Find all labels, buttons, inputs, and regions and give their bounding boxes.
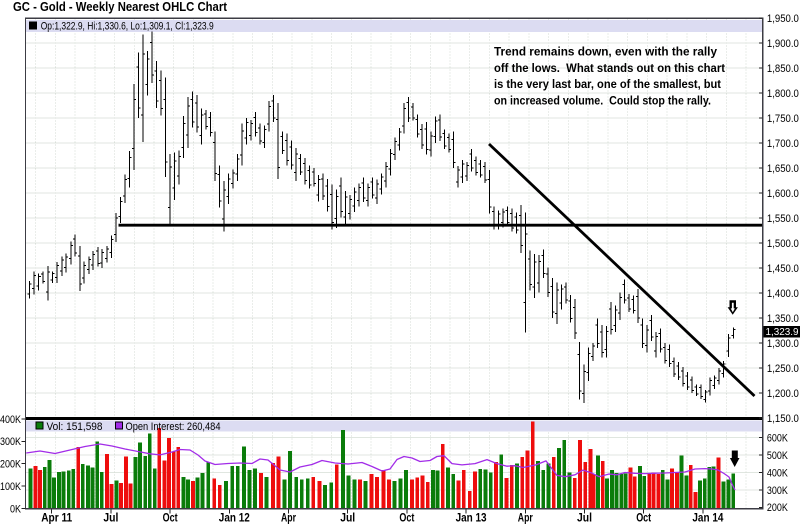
svg-text:Jan 13: Jan 13 xyxy=(456,511,487,525)
svg-text:Apr: Apr xyxy=(518,511,533,525)
svg-text:300K: 300K xyxy=(0,436,22,448)
svg-text:Open Interest: 260,484: Open Interest: 260,484 xyxy=(126,421,221,433)
svg-text:200K: 200K xyxy=(767,502,789,514)
svg-text:1,150.0: 1,150.0 xyxy=(767,413,799,425)
svg-text:Jan 12: Jan 12 xyxy=(219,511,250,525)
svg-text:1,700.0: 1,700.0 xyxy=(767,138,799,150)
svg-text:0K: 0K xyxy=(10,503,22,515)
svg-text:1,350.0: 1,350.0 xyxy=(767,313,799,325)
svg-text:Jan 14: Jan 14 xyxy=(692,511,723,525)
svg-text:1,750.0: 1,750.0 xyxy=(767,113,799,125)
svg-text:1,450.0: 1,450.0 xyxy=(767,263,799,275)
svg-text:on increased volume. Could st: on increased volume. Could stop the rall… xyxy=(494,95,711,107)
svg-text:Jul: Jul xyxy=(103,511,118,525)
svg-text:1,323.9: 1,323.9 xyxy=(766,326,799,338)
svg-text:1,900.0: 1,900.0 xyxy=(767,38,799,50)
svg-text:400K: 400K xyxy=(0,414,22,426)
svg-text:Oct: Oct xyxy=(399,511,414,525)
svg-text:Jul: Jul xyxy=(577,511,592,525)
svg-text:100K: 100K xyxy=(0,481,22,493)
svg-text:Vol: 151,598: Vol: 151,598 xyxy=(47,421,103,433)
svg-text:Oct: Oct xyxy=(163,511,178,525)
svg-text:400K: 400K xyxy=(767,467,789,479)
svg-text:1,550.0: 1,550.0 xyxy=(767,213,799,225)
svg-text:1,950.0: 1,950.0 xyxy=(767,13,799,25)
svg-text:is the very last bar, one of t: is the very last bar, one of the smalles… xyxy=(494,79,721,91)
svg-text:500K: 500K xyxy=(767,450,789,462)
svg-text:1,200.0: 1,200.0 xyxy=(767,388,799,400)
svg-text:GC - Gold - Weekly Nearest OHL: GC - Gold - Weekly Nearest OHLC Chart xyxy=(13,0,228,14)
svg-text:1,500.0: 1,500.0 xyxy=(767,238,799,250)
svg-text:1,850.0: 1,850.0 xyxy=(767,63,799,75)
svg-text:1,300.0: 1,300.0 xyxy=(767,338,799,350)
svg-text:1,250.0: 1,250.0 xyxy=(767,363,799,375)
svg-text:600K: 600K xyxy=(767,432,789,444)
svg-text:Trend remains down, even with: Trend remains down, even with the rally xyxy=(494,47,718,59)
svg-text:Apr 11: Apr 11 xyxy=(41,511,72,525)
svg-text:1,650.0: 1,650.0 xyxy=(767,163,799,175)
svg-text:off the lows. What stands out: off the lows. What stands out on this ch… xyxy=(494,63,725,75)
svg-text:300K: 300K xyxy=(767,485,789,497)
svg-text:1,800.0: 1,800.0 xyxy=(767,88,799,100)
svg-text:Oct: Oct xyxy=(636,511,651,525)
svg-text:1,400.0: 1,400.0 xyxy=(767,288,799,300)
svg-text:200K: 200K xyxy=(0,459,22,471)
svg-text:Jul: Jul xyxy=(340,511,355,525)
svg-text:Op:1,322.9, Hi:1,330.6, Lo:1,3: Op:1,322.9, Hi:1,330.6, Lo:1,309.1, Cl:1… xyxy=(41,20,214,32)
svg-text:1,600.0: 1,600.0 xyxy=(767,188,799,200)
svg-text:Apr: Apr xyxy=(281,511,296,525)
